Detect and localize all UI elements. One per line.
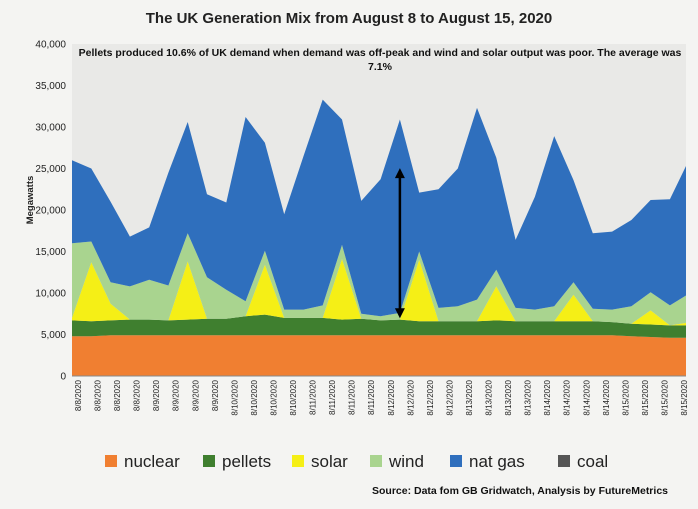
legend-swatch-coal [558,455,570,467]
x-tick-label: 8/12/2020 [426,379,435,415]
legend-label-wind: wind [388,452,424,471]
x-tick-label: 8/12/2020 [445,379,454,415]
x-tick-label: 8/9/2020 [172,379,181,411]
y-tick-label: 25,000 [35,164,66,175]
legend-swatch-solar [292,455,304,467]
x-tick-label: 8/11/2020 [348,379,357,415]
y-tick-label: 15,000 [35,247,66,258]
x-tick-label: 8/9/2020 [152,379,161,411]
x-tick-label: 8/15/2020 [641,379,650,415]
x-tick-label: 8/14/2020 [543,379,552,415]
x-tick-label: 8/14/2020 [563,379,572,415]
y-tick-label: 0 [60,372,66,383]
x-tick-label: 8/8/2020 [74,379,83,411]
x-tick-label: 8/9/2020 [211,379,220,411]
legend-swatch-nuclear [105,455,117,467]
legend-label-coal: coal [577,452,608,471]
x-tick-label: 8/11/2020 [367,379,376,415]
legend-label-solar: solar [311,452,348,471]
x-tick-label: 8/12/2020 [406,379,415,415]
y-tick-label: 40,000 [35,40,66,51]
series-area-nat-gas [72,99,686,317]
x-tick-label: 8/12/2020 [387,379,396,415]
series-area-nuclear [72,335,686,376]
x-tick-label: 8/10/2020 [270,379,279,415]
y-axis-label: Megawatts [25,176,36,225]
x-tick-label: 8/13/2020 [465,379,474,415]
x-tick-label: 8/8/2020 [94,379,103,411]
legend-swatch-wind [370,455,382,467]
x-tick-label: 8/13/2020 [524,379,533,415]
chart-title: The UK Generation Mix from August 8 to A… [145,10,553,27]
x-tick-label: 8/10/2020 [230,379,239,415]
x-tick-label: 8/11/2020 [328,379,337,415]
legend-swatch-nat-gas [450,455,462,467]
arrow-head-down [394,308,405,319]
x-tick-label: 8/14/2020 [602,379,611,415]
x-tick-label: 8/15/2020 [661,379,670,415]
series-area-wind [72,233,686,326]
legend-label-pellets: pellets [222,452,271,471]
chart-annotation: Pellets produced 10.6% of UK demand when… [78,47,682,73]
x-tick-label: 8/8/2020 [113,379,122,411]
x-tick-label: 8/14/2020 [582,379,591,415]
legend-label-nat-gas: nat gas [469,452,525,471]
y-tick-label: 35,000 [35,81,66,92]
x-tick-label: 8/15/2020 [621,379,630,415]
chart-source: Source: Data fom GB Gridwatch, Analysis … [371,485,668,497]
y-tick-label: 10,000 [35,289,66,300]
y-tick-label: 30,000 [35,123,66,134]
x-tick-label: 8/13/2020 [485,379,494,415]
x-tick-label: 8/8/2020 [133,379,142,411]
arrow-head-up [394,168,405,179]
series-area-pellets [72,314,686,338]
legend-label-nuclear: nuclear [124,452,180,471]
y-tick-label: 5,000 [41,330,66,341]
x-tick-label: 8/13/2020 [504,379,513,415]
x-tick-label: 8/11/2020 [309,379,318,415]
x-tick-label: 8/10/2020 [289,379,298,415]
y-tick-label: 20,000 [35,206,66,217]
legend-swatch-pellets [203,455,215,467]
x-tick-label: 8/10/2020 [250,379,259,415]
x-tick-label: 8/9/2020 [191,379,200,411]
series-area-solar [72,259,686,326]
x-tick-label: 8/15/2020 [680,379,689,415]
